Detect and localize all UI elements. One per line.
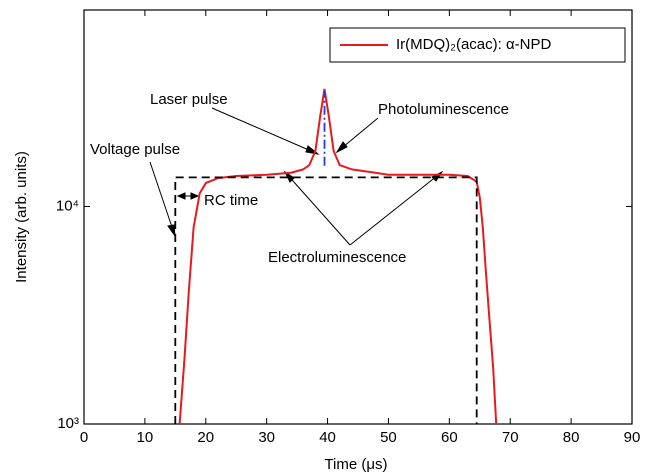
x-tick-label: 40 [319, 429, 336, 446]
legend: Ir(MDQ)₂(acac): α-NPD [329, 27, 626, 63]
x-tick-label: 20 [197, 429, 214, 446]
x-tick-label: 80 [563, 429, 580, 446]
legend-label: Ir(MDQ)₂(acac): α-NPD [396, 36, 551, 53]
y-axis-label: Intensity (arb. units) [13, 151, 30, 283]
annotation: RC time [204, 192, 258, 209]
y-tick-label: 10⁴ [56, 197, 79, 214]
x-tick-label: 10 [137, 429, 154, 446]
plot-frame [83, 9, 633, 425]
series-line [174, 176, 478, 424]
annotation: Laser pulse [150, 91, 228, 108]
annotation: Photoluminescence [378, 101, 509, 118]
x-axis-label: Time (μs) [324, 456, 387, 473]
arrow [211, 107, 319, 155]
x-tick-label: 70 [502, 429, 519, 446]
y-tick-label: 10³ [57, 415, 79, 432]
arrow [349, 171, 443, 246]
x-tick-label: 60 [441, 429, 458, 446]
x-tick-label: 50 [380, 429, 397, 446]
series-line [178, 88, 498, 425]
annotation: Voltage pulse [90, 141, 180, 158]
arrowhead [167, 224, 176, 238]
x-tick-label: 0 [80, 429, 88, 446]
arrow [149, 161, 176, 237]
x-tick-label: 90 [624, 429, 641, 446]
x-tick-label: 30 [258, 429, 275, 446]
arrowhead [190, 192, 200, 200]
annotation: Electroluminescence [268, 249, 406, 266]
arrowhead [176, 192, 186, 200]
arrow [284, 171, 351, 246]
arrowhead [335, 141, 348, 154]
